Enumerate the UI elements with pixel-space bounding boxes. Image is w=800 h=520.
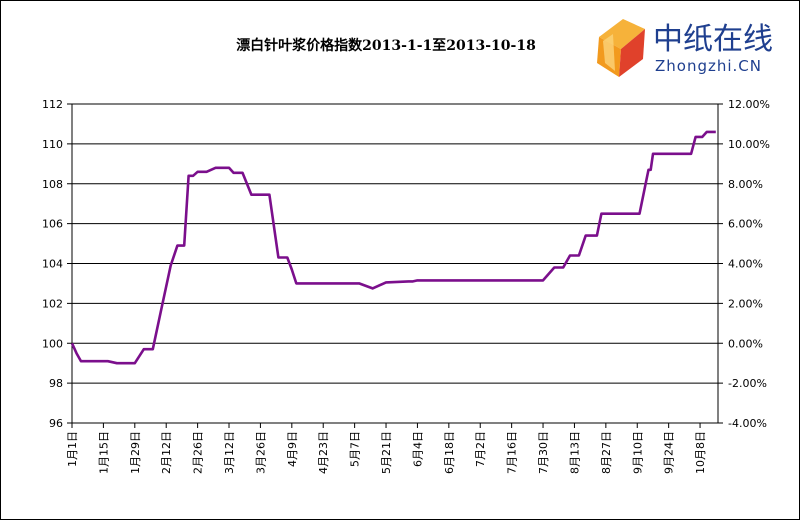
x-tick-label: 7月30日: [537, 431, 550, 474]
x-tick-label: 7月16日: [506, 431, 519, 474]
x-axis: 1月1日 1月15日 1月29日 2月12日 2月26日 3月12日 3月26日 4月9日 4月…: [66, 423, 707, 474]
left-y-tick-label: 108: [42, 178, 63, 191]
x-tick-label: 2月12日: [160, 431, 173, 474]
logo-domain: Zhongzhi.CN: [655, 57, 762, 75]
logo-name: 中纸在线: [653, 22, 773, 57]
right-y-tick-label: 6.00%: [728, 218, 763, 231]
x-tick-label: 1月1日: [66, 431, 79, 467]
x-tick-label: 7月2日: [474, 431, 487, 467]
x-tick-label: 9月24日: [663, 431, 676, 474]
x-tick-label: 9月10日: [631, 431, 644, 474]
right-y-tick-label: 4.00%: [728, 258, 763, 271]
left-y-tick-label: 110: [42, 138, 63, 151]
left-y-tick-label: 100: [42, 337, 63, 350]
x-tick-label: 6月4日: [411, 431, 424, 467]
right-y-tick-label: -4.00%: [728, 417, 767, 430]
left-y-tick-label: 106: [42, 218, 63, 231]
x-tick-label: 3月12日: [223, 431, 236, 474]
x-tick-label: 1月29日: [129, 431, 142, 474]
x-tick-label: 5月21日: [380, 431, 393, 474]
x-tick-label: 8月13日: [568, 431, 581, 474]
left-y-tick-label: 98: [49, 377, 63, 390]
left-y-tick-label: 112: [42, 98, 63, 111]
logo-mark-icon: [597, 19, 645, 77]
x-tick-label: 2月26日: [192, 431, 205, 474]
right-y-axis: -4.00% -2.00% 0.00% 2.00% 4.00% 6.00% 8.00% 10.…: [718, 98, 770, 430]
right-y-tick-label: 10.00%: [728, 138, 770, 151]
x-tick-label: 4月23日: [317, 431, 330, 474]
gridlines: [72, 143, 718, 384]
left-y-tick-label: 96: [49, 417, 63, 430]
x-tick-label: 6月18日: [443, 431, 456, 474]
right-y-tick-label: 12.00%: [728, 98, 770, 111]
logo: 中纸在线 Zhongzhi.CN: [597, 19, 773, 77]
series-line: [70, 130, 716, 365]
right-y-tick-label: 0.00%: [728, 337, 763, 350]
x-tick-label: 5月7日: [349, 431, 362, 467]
x-tick-label: 10月8日: [694, 431, 707, 474]
right-y-tick-label: 2.00%: [728, 297, 763, 310]
x-tick-label: 3月26日: [254, 431, 267, 474]
left-y-axis: 96 98 100 102 104 106 108 110 112: [42, 98, 72, 430]
chart-title: 漂白针叶浆价格指数2013-1-1至2013-10-18: [236, 37, 536, 54]
left-y-tick-label: 102: [42, 297, 63, 310]
x-tick-label: 8月27日: [600, 431, 613, 474]
x-tick-label: 1月15日: [97, 431, 110, 474]
x-tick-label: 4月9日: [286, 431, 299, 467]
right-y-tick-label: -2.00%: [728, 377, 767, 390]
left-y-tick-label: 104: [42, 258, 63, 271]
right-y-tick-label: 8.00%: [728, 178, 763, 191]
